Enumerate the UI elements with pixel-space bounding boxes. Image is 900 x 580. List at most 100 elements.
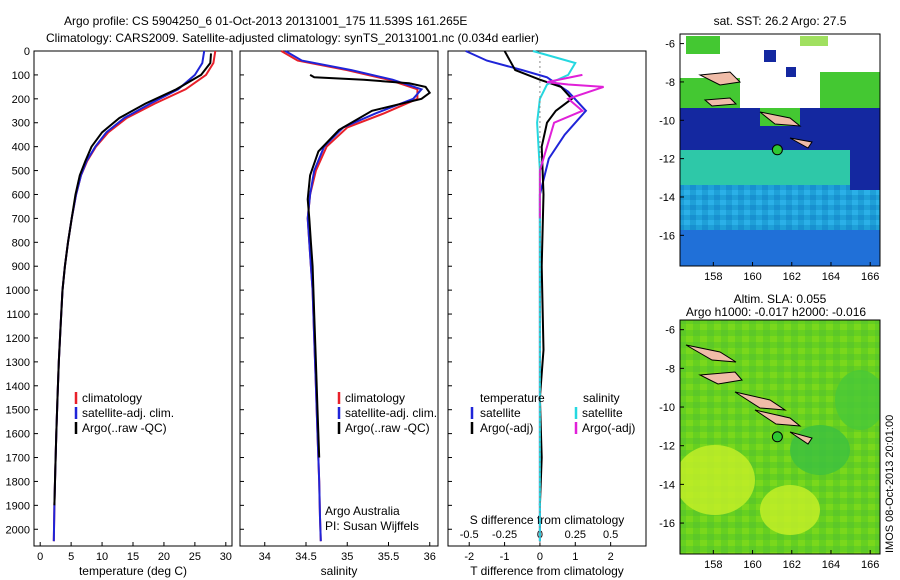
depth-axis: 0 100 200 300 400 500 600 700 800 900 1000 1100 1200… [6,46,38,536]
depth-tick-label: 1900 [6,500,30,512]
depth-tick-label: 500 [12,166,30,178]
legend-title-salinity: salinity [583,391,620,405]
sst-map-frame [679,33,881,267]
lon-tick-label: 164 [822,559,840,571]
s-diff-tick-label: 0.25 [565,529,586,541]
depth-tick-label: 300 [12,118,30,130]
series-line-satellite-adj-clim- [52,50,206,542]
legend-label-s-argo: Argo(-adj) [582,421,635,435]
depth-tick-label: 2000 [6,524,30,536]
salinity-legend: climatology satellite-adj. clim. Argo(..… [337,391,437,435]
salinity-x-axis: 34 34.5 35 35.5 36 [240,50,436,563]
lat-tick-label: -8 [665,77,675,89]
x-tick-label: 34 [259,551,271,563]
legend-label-climatology: climatology [345,391,405,405]
s-diff-tick-label: -0.25 [492,529,517,541]
x-tick-label: 30 [220,551,232,563]
lat-tick-label: -16 [659,230,675,242]
depth-tick-label: 1700 [6,453,30,465]
x-tick-label: 10 [96,551,108,563]
depth-tick-label: 1300 [6,357,30,369]
legend-label-t-argo: Argo(-adj) [480,421,533,435]
sst-map-lat-axis: -6 -8 -10 -12 -14 -16 [659,39,684,242]
annotation-argo-australia: Argo Australia [325,504,400,518]
lon-tick-label: 166 [861,271,879,283]
title-line-2: Climatology: CARS2009. Satellite-adjuste… [46,31,539,45]
title-line-1: Argo profile: CS 5904250_6 01-Oct-2013 2… [64,14,467,28]
sla-map-lat-axis: -6 -8 -10 -12 -14 -16 [659,325,684,530]
series-line-argo-raw-qc- [306,74,432,458]
depth-tick-label: 1800 [6,476,30,488]
argo-float-marker [771,431,783,443]
depth-tick-label: 1500 [6,405,30,417]
series-line-argo-raw-qc- [53,53,212,506]
salinity-plot-frame [239,50,439,547]
lat-tick-label: -10 [659,402,675,414]
x-tick-label: 25 [189,551,201,563]
series-line-s-argo-adj- [538,73,604,219]
lon-tick-label: 160 [743,559,761,571]
lat-tick-label: -14 [659,192,675,204]
legend-label-s-satellite: satellite [582,406,623,420]
series-line-climatology [52,50,217,542]
lat-tick-label: -14 [659,479,675,491]
x-tick-label: 5 [68,551,74,563]
depth-tick-label: 700 [12,213,30,225]
legend-label-climatology: climatology [82,391,142,405]
depth-tick-label: 600 [12,189,30,201]
difference-series [465,50,604,546]
series-line-t-satellite [465,50,588,542]
salinity-axis-label: salinity [321,564,358,578]
imos-timestamp: IMOS 08-Oct-2013 20:01:00 [884,415,896,553]
x-tick-label: 36 [424,551,436,563]
legend-label-argo: Argo(..raw -QC) [345,421,430,435]
lon-tick-label: 162 [783,559,801,571]
legend-title-temperature: temperature [480,391,545,405]
annotation-pi: PI: Susan Wijffels [325,519,419,533]
salinity-series [280,50,432,542]
s-diff-tick-label: 0.5 [603,529,618,541]
t-difference-axis-label: T difference from climatology [470,564,624,578]
x-tick-label: 2 [608,551,614,563]
lon-tick-label: 158 [704,559,722,571]
sla-map-frame [679,319,881,555]
x-tick-label: 35 [341,551,353,563]
sst-map-title: sat. SST: 26.2 Argo: 27.5 [714,14,847,28]
lat-tick-label: -6 [665,325,675,337]
difference-plot-frame [447,50,647,547]
legend-label-t-satellite: satellite [480,406,521,420]
x-tick-label: 34.5 [295,551,316,563]
difference-x-axis: -2 -1 0 1 2 [448,50,614,563]
lon-tick-label: 162 [783,271,801,283]
lon-tick-label: 160 [743,271,761,283]
legend-label-satellite: satellite-adj. clim. [345,406,437,420]
x-tick-label: 35.5 [378,551,399,563]
depth-tick-label: 100 [12,70,30,82]
sst-map-lon-axis: 158 160 162 164 166 [704,262,879,283]
depth-tick-label: 400 [12,142,30,154]
lat-tick-label: -12 [659,154,675,166]
x-tick-label: -2 [464,551,474,563]
sla-map-lon-axis: 158 160 162 164 166 [704,550,879,571]
depth-tick-label: 1600 [6,429,30,441]
depth-tick-label: 1000 [6,285,30,297]
difference-legend: temperature salinity satellite Argo(-adj… [470,391,635,435]
sst-map [680,34,880,266]
x-tick-label: 1 [572,551,578,563]
x-tick-label: -1 [500,551,510,563]
lat-tick-label: -6 [665,39,675,51]
sla-map-title: Altim. SLA: 0.055 [734,292,827,306]
series-line-s-satellite [532,50,577,542]
x-tick-label: 15 [127,551,139,563]
s-difference-axis-label: S difference from climatology [470,513,625,527]
sla-map-subtitle: Argo h1000: -0.017 h2000: -0.016 [686,305,866,319]
lat-tick-label: -12 [659,441,675,453]
lon-tick-label: 164 [822,271,840,283]
lat-tick-label: -8 [665,363,675,375]
x-tick-label: 0 [37,551,43,563]
depth-tick-label: 1100 [6,309,30,321]
depth-tick-label: 1400 [6,381,30,393]
lon-tick-label: 166 [861,559,879,571]
x-tick-label: 0 [537,551,543,563]
